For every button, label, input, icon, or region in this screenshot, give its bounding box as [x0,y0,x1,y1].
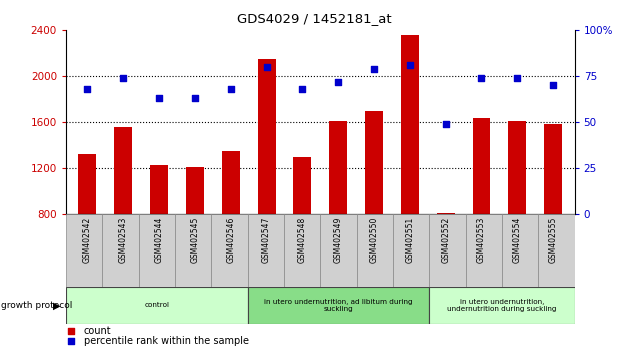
Bar [320,214,357,287]
Point [548,82,558,88]
Point [333,79,344,85]
Text: GSM402542: GSM402542 [83,216,92,263]
Bar [393,214,430,287]
Bar [66,214,102,287]
Point [190,95,200,101]
Bar [284,214,320,287]
Text: GSM402545: GSM402545 [190,216,200,263]
Bar [102,214,139,287]
Bar [247,214,284,287]
Point [66,328,76,334]
Bar [247,287,430,324]
Bar [293,156,311,214]
Text: GSM402550: GSM402550 [369,216,379,263]
Point [82,86,92,92]
Point [405,62,415,68]
Bar [211,214,247,287]
Point [477,75,487,81]
Text: GSM402549: GSM402549 [333,216,343,263]
Point [441,121,451,127]
Point [118,75,128,81]
Bar [257,59,276,214]
Text: GSM402552: GSM402552 [441,216,450,263]
Bar [472,118,490,214]
Point [225,86,236,92]
Bar [357,214,393,287]
Bar [175,214,211,287]
Point [369,66,379,72]
Bar [508,121,526,214]
Bar [114,127,133,214]
Bar [329,121,347,214]
Bar [401,35,419,214]
Bar [436,213,455,214]
Text: GSM402551: GSM402551 [405,216,414,263]
Text: GDS4029 / 1452181_at: GDS4029 / 1452181_at [237,12,391,25]
Point [297,86,307,92]
Text: GSM402553: GSM402553 [477,216,486,263]
Bar [430,214,465,287]
Text: in utero undernutrition,
undernutrition during suckling: in utero undernutrition, undernutrition … [447,299,556,312]
Bar [139,214,175,287]
Bar [365,110,383,214]
Point [512,75,522,81]
Text: growth protocol: growth protocol [1,301,73,310]
Text: count: count [84,326,111,336]
Text: GSM402548: GSM402548 [298,216,307,263]
Bar [544,124,562,214]
Text: ▶: ▶ [53,300,61,310]
Text: GSM402543: GSM402543 [119,216,127,263]
Bar [186,167,204,214]
Point [154,95,164,101]
Bar [430,287,575,324]
Text: GSM402544: GSM402544 [154,216,163,263]
Bar [66,287,247,324]
Text: GSM402547: GSM402547 [262,216,271,263]
Text: GSM402554: GSM402554 [513,216,522,263]
Text: percentile rank within the sample: percentile rank within the sample [84,336,249,346]
Text: GSM402555: GSM402555 [549,216,558,263]
Bar [222,151,240,214]
Text: control: control [144,302,170,308]
Point [66,338,76,344]
Bar [150,165,168,214]
Text: GSM402546: GSM402546 [226,216,236,263]
Bar [78,154,96,214]
Bar [502,214,538,287]
Bar [465,214,502,287]
Bar [538,214,575,287]
Text: in utero undernutrition, ad libitum during
suckling: in utero undernutrition, ad libitum duri… [264,299,413,312]
Point [261,64,271,70]
